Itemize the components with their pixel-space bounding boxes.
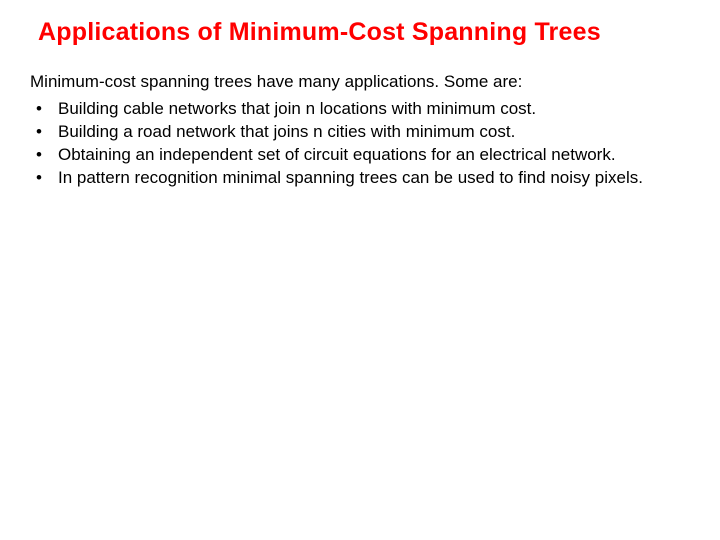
slide-title: Applications of Minimum-Cost Spanning Tr… [38,18,690,47]
list-item: In pattern recognition minimal spanning … [30,167,690,190]
list-item: Building a road network that joins n cit… [30,121,690,144]
intro-text: Minimum-cost spanning trees have many ap… [30,71,690,94]
list-item: Obtaining an independent set of circuit … [30,144,690,167]
slide: Applications of Minimum-Cost Spanning Tr… [0,0,720,540]
bullet-list: Building cable networks that join n loca… [30,98,690,190]
list-item: Building cable networks that join n loca… [30,98,690,121]
